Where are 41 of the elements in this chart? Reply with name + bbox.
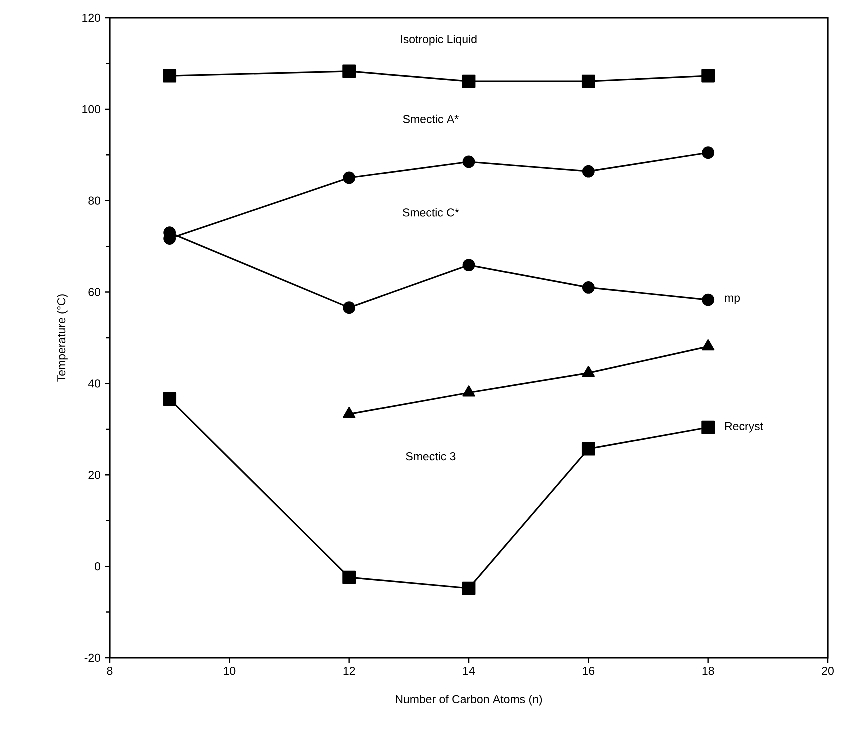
point — [462, 259, 476, 272]
series-label: Recryst — [725, 422, 764, 433]
point — [582, 442, 596, 456]
annotation: Isotropic Liquid — [401, 35, 477, 46]
y-axis-title: Temperature (°C) — [57, 294, 68, 382]
y-tick-label: 80 — [88, 196, 101, 205]
point — [702, 294, 715, 306]
y-tick-label: 120 — [82, 14, 101, 22]
annotation: Smectic 3 — [406, 452, 456, 461]
point — [163, 392, 177, 406]
x-tick-label: 16 — [583, 667, 595, 676]
point — [582, 282, 595, 294]
y-tick-label: 60 — [88, 288, 101, 296]
point — [342, 570, 356, 584]
point — [462, 156, 476, 168]
point — [163, 69, 177, 83]
point — [702, 146, 715, 160]
series-label: mp — [725, 296, 740, 304]
x-axis-title: Number of Carbon Atoms (n) — [396, 695, 542, 706]
y-tick-label: -20 — [84, 654, 101, 662]
point — [702, 420, 716, 434]
point — [343, 302, 356, 314]
x-tick-label: 20 — [822, 667, 834, 676]
point — [462, 74, 476, 88]
x-tick-label: 8 — [107, 667, 113, 676]
x-tick-label: 10 — [224, 667, 236, 676]
y-tick-label: 40 — [88, 380, 101, 388]
x-tick-label: 12 — [344, 667, 356, 676]
x-tick-label: 14 — [463, 667, 476, 675]
point — [342, 64, 356, 78]
annotation: Smectic A* — [403, 114, 459, 124]
point — [582, 165, 595, 178]
point — [582, 74, 596, 88]
y-tick-label: 0 — [95, 562, 101, 571]
y-tick-label: 20 — [88, 471, 101, 480]
x-tick-label: 18 — [702, 667, 714, 676]
point — [702, 69, 716, 83]
y-tick-label: 100 — [82, 105, 101, 114]
point — [462, 582, 476, 596]
annotation: Smectic C* — [403, 208, 460, 217]
point — [343, 172, 356, 184]
